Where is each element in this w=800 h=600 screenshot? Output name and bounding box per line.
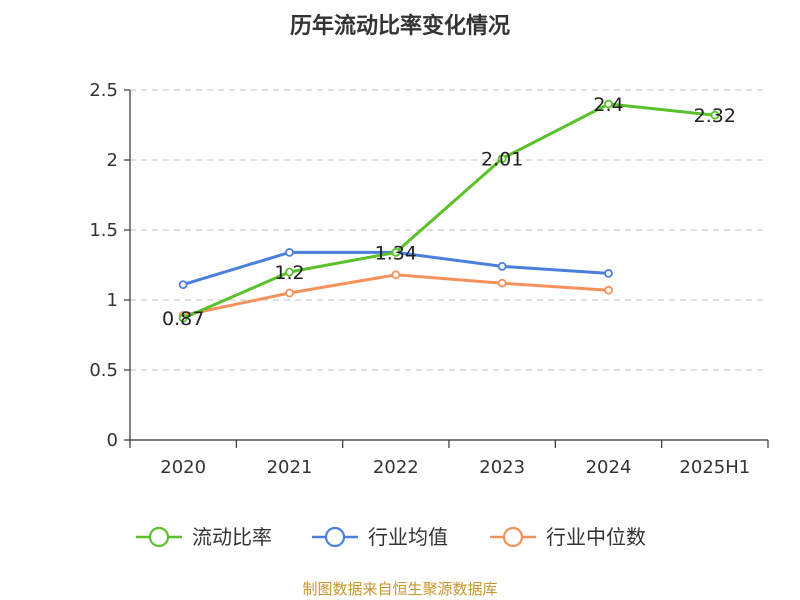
data-point[interactable] bbox=[604, 99, 613, 109]
data-label: 0.87 bbox=[162, 308, 204, 330]
source-note: 制图数据来自恒生聚源数据库 bbox=[302, 580, 497, 598]
axes: 0 0.5 1 1.5 2 2.5 2020 2021 2022 2023 2024 2025H1 bbox=[89, 80, 769, 478]
series-line bbox=[182, 273, 609, 317]
y-tick-label: 2 bbox=[107, 150, 118, 171]
legend-marker bbox=[324, 526, 346, 548]
data-point[interactable] bbox=[178, 313, 188, 323]
data-point[interactable] bbox=[178, 280, 188, 290]
data-point[interactable] bbox=[604, 285, 613, 295]
legend-item[interactable]: 行业均值 bbox=[312, 525, 448, 549]
x-tick-label: 2025H1 bbox=[679, 457, 750, 478]
legend[interactable]: 流动比率 行业均值 行业中位数 bbox=[136, 525, 646, 549]
data-label: 2.32 bbox=[694, 105, 736, 127]
x-tick-label: 2021 bbox=[267, 457, 313, 478]
y-tick-label: 2.5 bbox=[89, 80, 118, 101]
legend-label: 行业均值 bbox=[368, 525, 448, 549]
data-point[interactable] bbox=[604, 268, 613, 278]
y-tick-label: 0 bbox=[107, 430, 118, 451]
data-point[interactable] bbox=[285, 267, 294, 277]
x-tick-label: 2020 bbox=[160, 457, 206, 478]
legend-marker bbox=[148, 526, 170, 548]
grid bbox=[130, 89, 768, 371]
legend-marker bbox=[502, 526, 524, 548]
data-point[interactable] bbox=[497, 278, 507, 288]
data-point[interactable] bbox=[391, 270, 401, 280]
data-label: 1.2 bbox=[274, 262, 304, 284]
x-tick-label: 2023 bbox=[479, 457, 525, 478]
data-labels: 0.87 1.2 1.34 2.01 2.4 2.32 bbox=[162, 94, 736, 330]
series bbox=[178, 99, 720, 323]
legend-item[interactable]: 流动比率 bbox=[136, 525, 272, 549]
y-tick-label: 1.5 bbox=[89, 220, 118, 241]
data-point[interactable] bbox=[497, 154, 507, 164]
y-tick-label: 0.5 bbox=[89, 360, 118, 381]
data-label: 1.34 bbox=[375, 242, 417, 264]
y-tick-label: 1 bbox=[107, 290, 118, 311]
chart-title: 历年流动比率变化情况 bbox=[290, 13, 510, 39]
data-label: 2.01 bbox=[481, 149, 523, 171]
data-point[interactable] bbox=[285, 288, 294, 298]
data-point[interactable] bbox=[710, 110, 720, 120]
legend-label: 行业中位数 bbox=[546, 525, 646, 549]
data-point[interactable] bbox=[391, 247, 401, 257]
legend-item[interactable]: 行业中位数 bbox=[490, 525, 646, 549]
x-tick-label: 2022 bbox=[373, 457, 419, 478]
x-tick-label: 2024 bbox=[586, 457, 632, 478]
data-label: 2.4 bbox=[593, 94, 623, 116]
series-line bbox=[182, 102, 715, 320]
data-point[interactable] bbox=[497, 261, 507, 271]
legend-label: 流动比率 bbox=[192, 525, 272, 549]
data-point[interactable] bbox=[285, 247, 294, 257]
